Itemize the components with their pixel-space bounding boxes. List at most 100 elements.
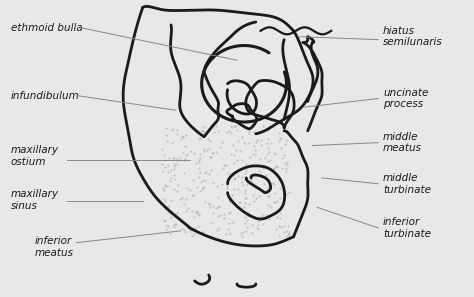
Point <box>251 144 258 148</box>
Point <box>238 135 246 139</box>
Point <box>201 200 208 205</box>
Point <box>164 209 172 214</box>
Point <box>270 200 277 204</box>
Point <box>241 221 248 225</box>
Point <box>254 216 262 220</box>
Point <box>190 192 197 197</box>
Point <box>237 206 245 211</box>
Point <box>188 209 196 214</box>
Point <box>205 129 213 133</box>
Point <box>226 230 234 235</box>
Point <box>168 128 175 133</box>
Point <box>202 131 210 136</box>
Point <box>275 234 283 238</box>
Point <box>264 145 272 150</box>
Point <box>241 171 249 176</box>
Point <box>197 152 204 157</box>
Point <box>173 128 181 132</box>
Point <box>186 228 193 233</box>
Point <box>214 195 222 200</box>
Point <box>171 214 179 219</box>
Point <box>244 224 251 229</box>
Point <box>238 234 246 238</box>
Point <box>164 163 172 168</box>
Point <box>260 129 268 133</box>
Point <box>232 147 239 152</box>
Point <box>168 198 175 203</box>
Point <box>176 217 184 222</box>
Point <box>284 223 292 228</box>
Point <box>164 169 172 174</box>
Point <box>181 228 188 233</box>
Point <box>255 214 263 219</box>
Point <box>183 151 191 156</box>
Point <box>195 213 203 218</box>
Point <box>261 156 269 160</box>
Text: middle
meatus: middle meatus <box>383 132 422 154</box>
Point <box>158 146 166 151</box>
Point <box>209 210 217 215</box>
Point <box>195 212 202 217</box>
Point <box>212 206 220 211</box>
Point <box>267 141 275 146</box>
Point <box>163 184 170 189</box>
Point <box>182 132 190 137</box>
Point <box>203 147 210 152</box>
Point <box>215 225 222 230</box>
Point <box>276 216 284 220</box>
Point <box>207 168 214 172</box>
Point <box>238 179 246 184</box>
Point <box>193 209 201 214</box>
Point <box>200 130 208 135</box>
Point <box>214 129 222 134</box>
Point <box>234 174 242 178</box>
Point <box>180 170 188 175</box>
Point <box>282 234 290 238</box>
Point <box>161 219 169 223</box>
Point <box>227 123 234 128</box>
Point <box>227 197 235 202</box>
Point <box>226 129 233 134</box>
Point <box>270 182 278 187</box>
Point <box>242 196 249 200</box>
Point <box>196 135 204 140</box>
Point <box>212 124 219 128</box>
Point <box>213 183 221 188</box>
Point <box>243 162 250 166</box>
Point <box>248 231 255 236</box>
Point <box>229 199 237 204</box>
Point <box>241 195 249 200</box>
Text: inferior
meatus: inferior meatus <box>35 236 73 258</box>
Point <box>195 223 202 228</box>
Point <box>275 139 283 144</box>
Point <box>196 169 204 174</box>
Point <box>161 182 169 187</box>
Point <box>216 213 223 218</box>
Point <box>198 127 206 132</box>
Point <box>178 196 186 201</box>
Point <box>231 175 238 180</box>
Point <box>271 200 278 204</box>
Point <box>257 137 264 142</box>
Point <box>244 218 251 223</box>
Point <box>273 215 281 220</box>
Point <box>236 199 244 204</box>
Point <box>264 194 272 198</box>
Point <box>169 126 176 131</box>
Text: uncinate
process: uncinate process <box>383 88 428 109</box>
Point <box>259 222 267 227</box>
Point <box>283 228 291 233</box>
Point <box>263 151 270 156</box>
Point <box>278 146 285 151</box>
Point <box>161 198 169 203</box>
Point <box>254 222 262 227</box>
Point <box>179 149 187 154</box>
Point <box>252 140 260 144</box>
Point <box>171 222 179 227</box>
Point <box>162 222 170 227</box>
Point <box>271 150 278 155</box>
Text: infundibulum: infundibulum <box>11 91 80 101</box>
Text: maxillary
ostium: maxillary ostium <box>11 145 59 167</box>
Point <box>278 155 285 160</box>
Point <box>229 219 237 224</box>
